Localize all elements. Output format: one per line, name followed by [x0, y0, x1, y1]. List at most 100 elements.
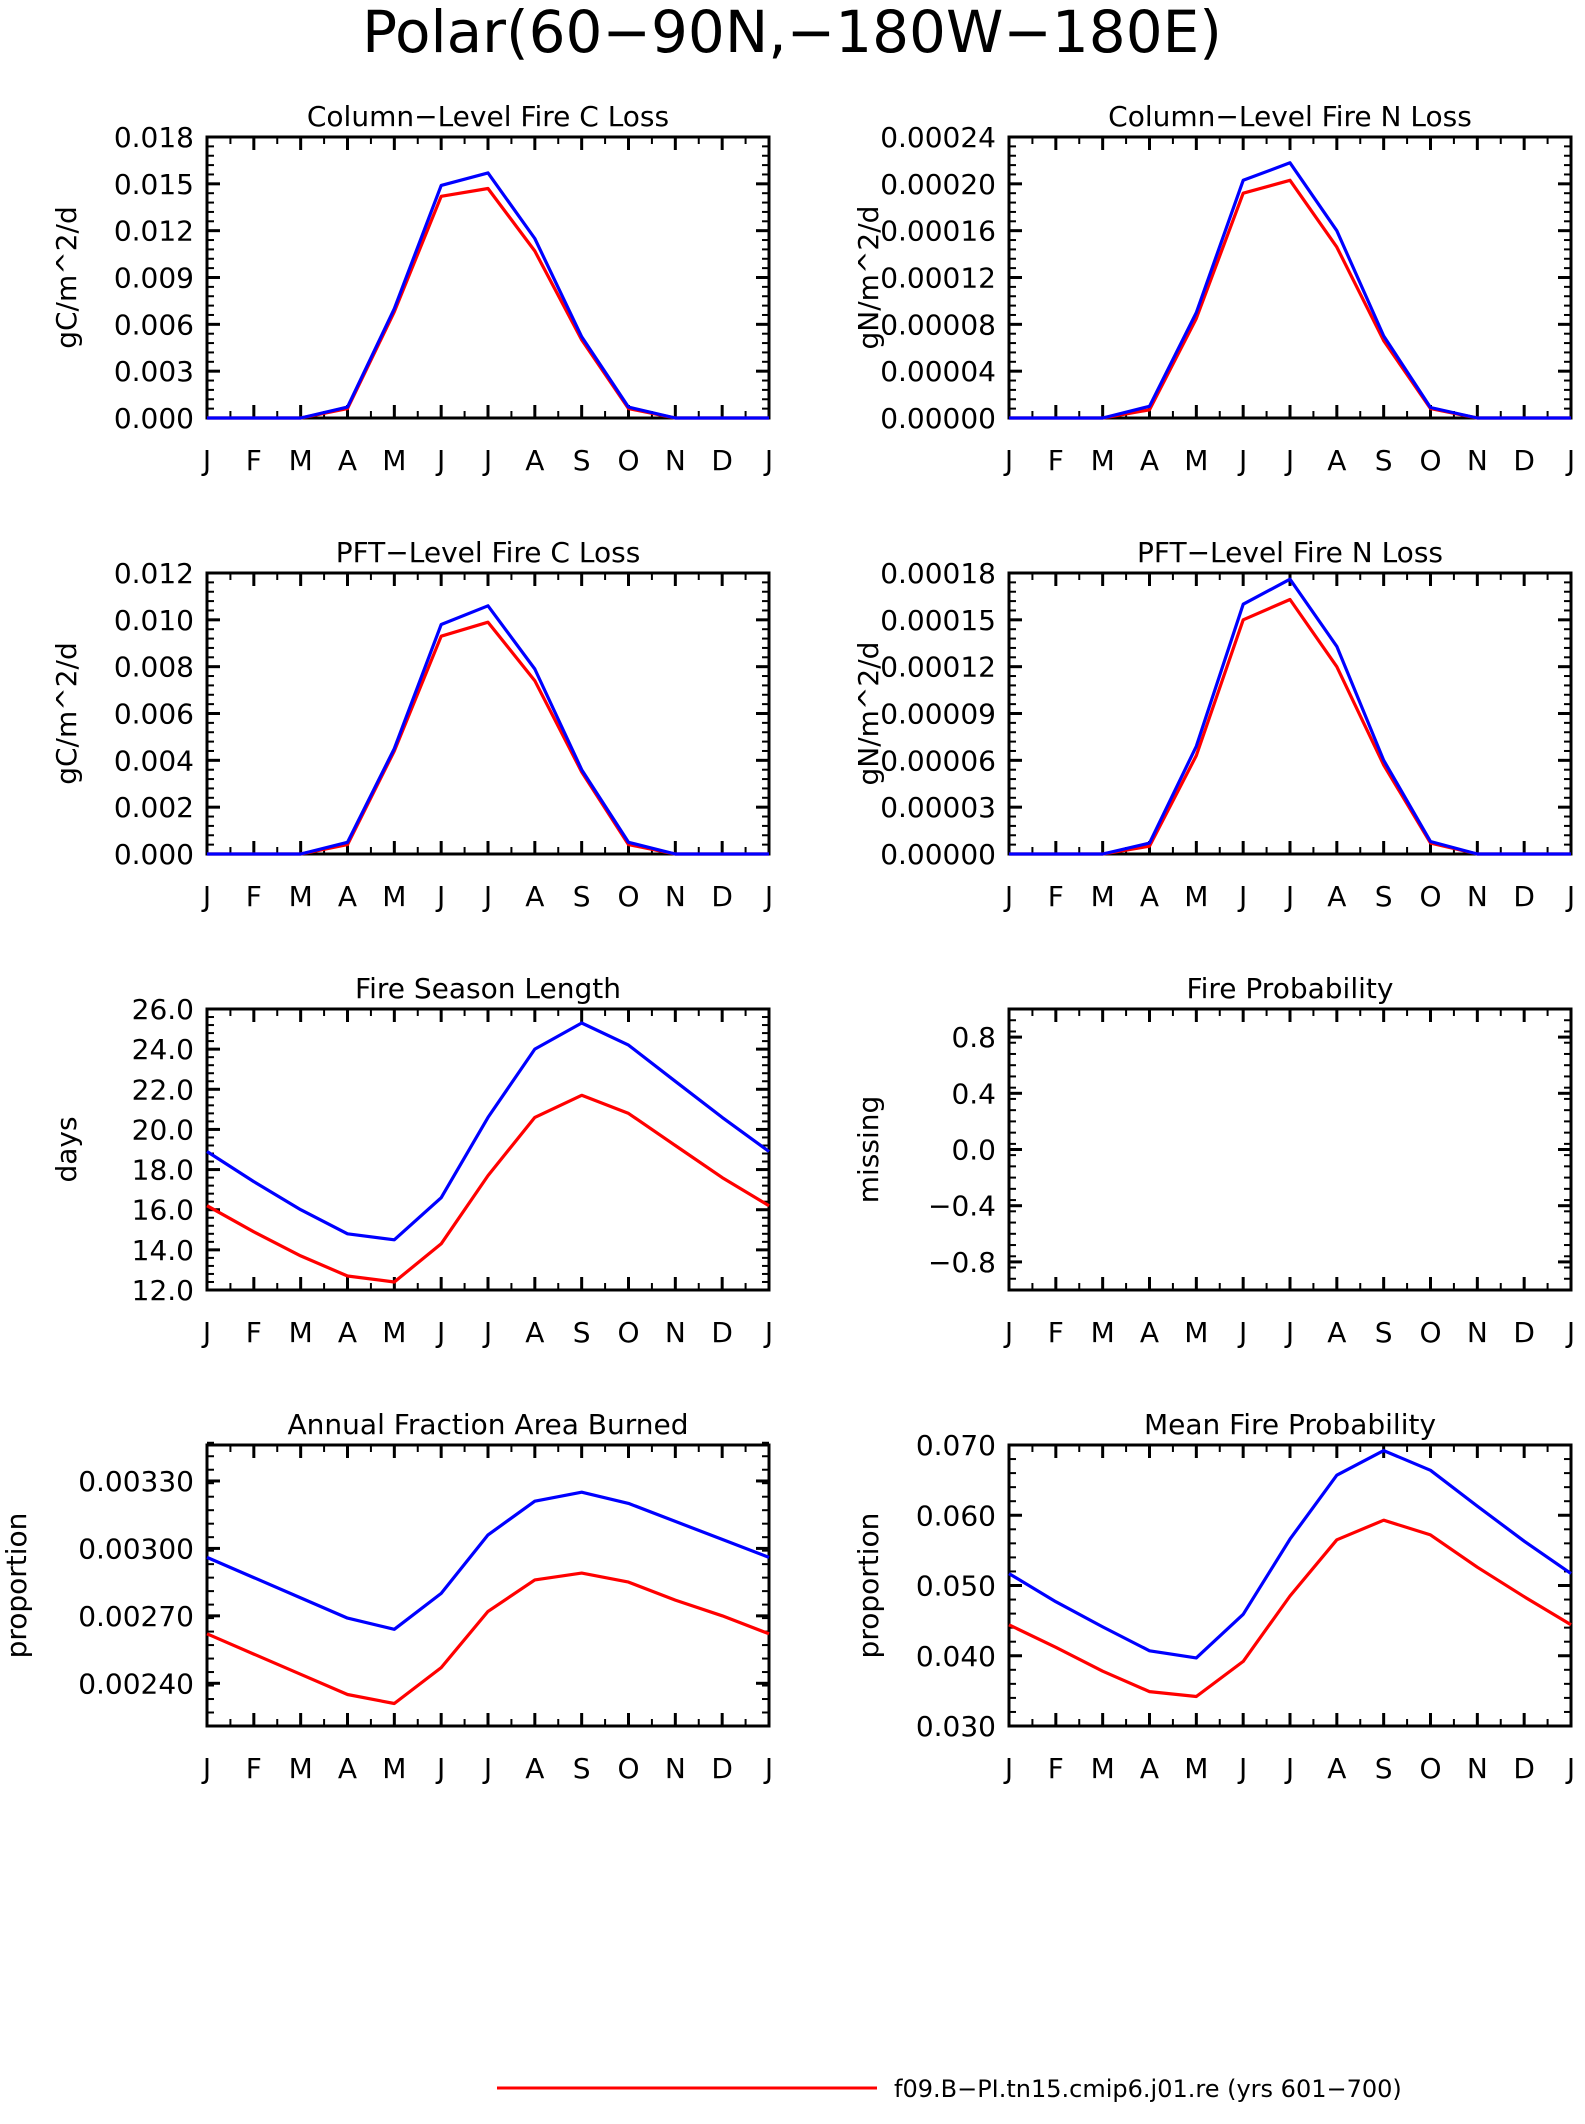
x-tick-label: J — [482, 880, 492, 913]
y-tick-label: 0.00006 — [880, 744, 996, 777]
y-tick-label: 0.010 — [114, 604, 194, 637]
x-tick-label: J — [1237, 444, 1247, 477]
x-tick-label: J — [201, 444, 211, 477]
series-line — [207, 186, 769, 420]
x-tick-label: J — [1003, 444, 1013, 477]
y-tick-label: 0.00018 — [880, 557, 996, 590]
x-tick-label: J — [1237, 1752, 1247, 1785]
series-line — [206, 1490, 770, 1631]
y-axis-label: proportion — [852, 1513, 885, 1659]
x-tick-label: A — [338, 1316, 357, 1349]
x-tick-label: A — [338, 1752, 357, 1785]
x-tick-label: M — [1184, 1752, 1208, 1785]
y-tick-label: 0.009 — [114, 262, 194, 295]
y-tick-label: 0.00008 — [880, 308, 996, 341]
x-tick-label: M — [289, 444, 313, 477]
x-tick-label: D — [1513, 1752, 1535, 1785]
panel-title: Fire Probability — [1187, 972, 1394, 1005]
x-tick-label: M — [382, 1752, 406, 1785]
x-tick-label: J — [1565, 444, 1575, 477]
x-tick-label: J — [763, 1316, 773, 1349]
y-tick-label: 26.0 — [132, 993, 194, 1026]
x-tick-label: F — [246, 880, 262, 913]
figure-title: Polar(60−90N,−180W−180E) — [362, 0, 1222, 66]
x-tick-label: J — [435, 444, 445, 477]
x-tick-label: F — [1048, 444, 1064, 477]
series-line — [207, 604, 769, 856]
x-tick-label: J — [763, 880, 773, 913]
x-tick-label: M — [382, 880, 406, 913]
x-tick-label: J — [1565, 1752, 1575, 1785]
x-tick-label: M — [1091, 444, 1115, 477]
legend-label: f09.B−PI.tn15.cmip6.j01.re (yrs 601−700) — [894, 2075, 1402, 2103]
y-tick-label: 14.0 — [132, 1234, 194, 1267]
x-tick-label: N — [1467, 444, 1488, 477]
plot-frame — [205, 571, 771, 856]
y-tick-label: 0.00020 — [880, 168, 996, 201]
plot-frame — [1007, 571, 1573, 856]
x-tick-label: M — [289, 880, 313, 913]
x-tick-label: N — [665, 880, 686, 913]
x-tick-label: S — [1375, 880, 1393, 913]
y-tick-label: 0.00012 — [880, 651, 996, 684]
x-tick-label: N — [1467, 1316, 1488, 1349]
y-tick-label: 0.015 — [114, 168, 194, 201]
x-tick-label: S — [573, 1752, 591, 1785]
y-tick-label: 0.00015 — [880, 604, 996, 637]
x-tick-label: S — [1375, 1752, 1393, 1785]
y-tick-label: 0.012 — [114, 215, 194, 248]
x-tick-label: D — [711, 1752, 733, 1785]
x-tick-label: M — [1184, 444, 1208, 477]
series-line — [1008, 1518, 1572, 1699]
series-line — [206, 1093, 770, 1284]
y-tick-label: 0.00300 — [78, 1532, 194, 1565]
x-tick-label: A — [338, 444, 357, 477]
x-tick-label: M — [289, 1752, 313, 1785]
y-tick-label: 22.0 — [132, 1073, 194, 1106]
x-tick-label: N — [1467, 1752, 1488, 1785]
x-tick-label: J — [435, 1316, 445, 1349]
x-tick-label: O — [1419, 880, 1441, 913]
x-tick-label: J — [1284, 1316, 1294, 1349]
x-tick-label: D — [711, 444, 733, 477]
y-tick-label: 0.006 — [114, 308, 194, 341]
plot-frame — [1007, 1007, 1573, 1292]
x-tick-label: O — [617, 444, 639, 477]
x-tick-label: M — [289, 1316, 313, 1349]
x-tick-label: F — [246, 1752, 262, 1785]
series-line — [206, 1571, 770, 1706]
y-axis-label: days — [50, 1116, 83, 1182]
x-tick-label: M — [1091, 880, 1115, 913]
panel-title: Annual Fraction Area Burned — [288, 1408, 689, 1441]
x-tick-label: J — [1284, 444, 1294, 477]
y-tick-label: 0.012 — [114, 557, 194, 590]
series-line — [206, 1021, 770, 1242]
x-tick-label: S — [573, 880, 591, 913]
y-tick-label: 0.070 — [916, 1429, 996, 1462]
x-tick-label: S — [1375, 444, 1393, 477]
y-tick-label: 24.0 — [132, 1033, 194, 1066]
y-tick-label: 0.00016 — [880, 215, 996, 248]
y-tick-label: 20.0 — [132, 1113, 194, 1146]
y-tick-label: −0.8 — [928, 1246, 996, 1279]
y-tick-label: 0.002 — [114, 791, 194, 824]
y-axis-label: gC/m^2/d — [50, 206, 83, 349]
y-tick-label: 0.008 — [114, 651, 194, 684]
x-tick-label: A — [525, 444, 544, 477]
y-tick-label: 0.00000 — [880, 838, 996, 871]
x-tick-label: D — [1513, 880, 1535, 913]
y-tick-label: 0.060 — [916, 1499, 996, 1532]
y-tick-label: 0.050 — [916, 1570, 996, 1603]
plot-frame — [205, 1007, 771, 1292]
y-tick-label: 0.000 — [114, 838, 194, 871]
panel-title: Fire Season Length — [355, 972, 621, 1005]
x-tick-label: A — [1327, 1316, 1346, 1349]
x-tick-label: A — [1327, 1752, 1346, 1785]
series-line — [207, 620, 769, 856]
x-tick-label: A — [1140, 1316, 1159, 1349]
series-line — [1009, 178, 1571, 420]
x-tick-label: J — [1565, 1316, 1575, 1349]
